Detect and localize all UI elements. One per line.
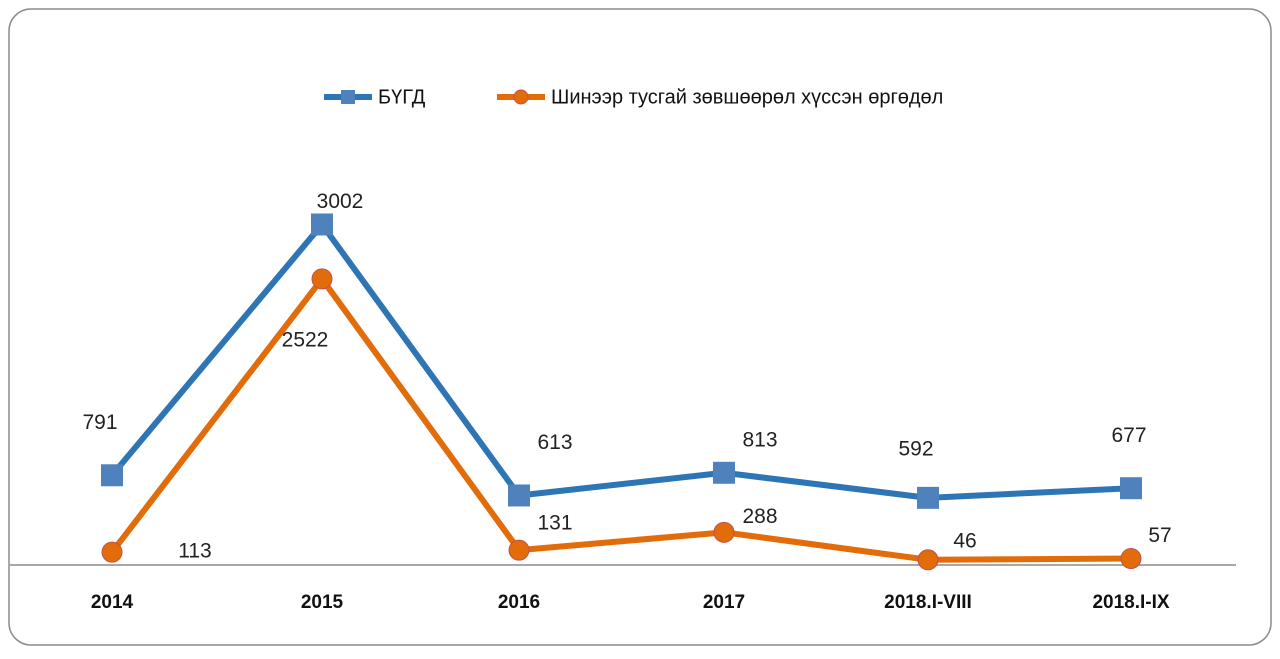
series-line <box>109 221 1132 501</box>
data-label: 288 <box>742 505 777 528</box>
x-tick-label: 2014 <box>91 592 134 613</box>
marker <box>311 213 333 236</box>
data-label: 613 <box>537 431 572 454</box>
marker <box>917 549 939 571</box>
data-label: 46 <box>953 529 976 552</box>
data-label: 2522 <box>282 328 329 351</box>
x-tick-label: 2018.I-VIII <box>884 592 972 613</box>
marker <box>311 268 333 290</box>
marker <box>917 486 939 509</box>
marker <box>1120 548 1142 570</box>
data-label: 3002 <box>317 190 364 213</box>
legend-label: Шинээр тусгай зөвшөөрөл хүссэн өргөдөл <box>551 86 943 108</box>
marker <box>713 461 735 484</box>
data-label: 113 <box>178 540 211 563</box>
x-tick-label: 2015 <box>301 592 344 613</box>
data-label: 592 <box>898 437 933 460</box>
data-label: 131 <box>537 512 572 535</box>
marker <box>1120 477 1142 500</box>
x-tick-label: 2016 <box>498 592 540 613</box>
data-label: 677 <box>1111 424 1146 447</box>
legend-marker <box>513 89 529 105</box>
marker <box>508 484 530 507</box>
marker <box>508 539 530 561</box>
legend-marker <box>341 90 355 104</box>
x-tick-label: 2017 <box>703 592 745 613</box>
marker <box>101 464 123 487</box>
marker <box>101 541 123 563</box>
x-tick-label: 2018.I-IX <box>1092 592 1169 613</box>
series-line <box>109 275 1132 563</box>
data-label: 57 <box>1148 524 1171 547</box>
data-label: 791 <box>82 411 117 434</box>
data-label: 813 <box>742 428 777 451</box>
chart-frame <box>8 8 1272 646</box>
marker <box>713 521 735 543</box>
legend-label: БҮГД <box>378 86 426 108</box>
